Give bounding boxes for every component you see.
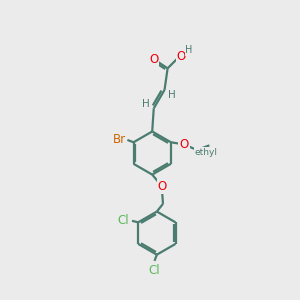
Text: H: H	[185, 45, 193, 55]
Text: Cl: Cl	[149, 264, 160, 277]
Text: O: O	[177, 50, 186, 63]
Text: Cl: Cl	[118, 214, 129, 226]
Text: O: O	[149, 52, 158, 66]
Text: O: O	[179, 138, 189, 151]
Text: Br: Br	[113, 133, 126, 146]
Text: O: O	[158, 180, 167, 194]
Text: H: H	[168, 89, 176, 100]
Text: H: H	[142, 99, 150, 109]
Text: ethyl: ethyl	[195, 148, 218, 157]
